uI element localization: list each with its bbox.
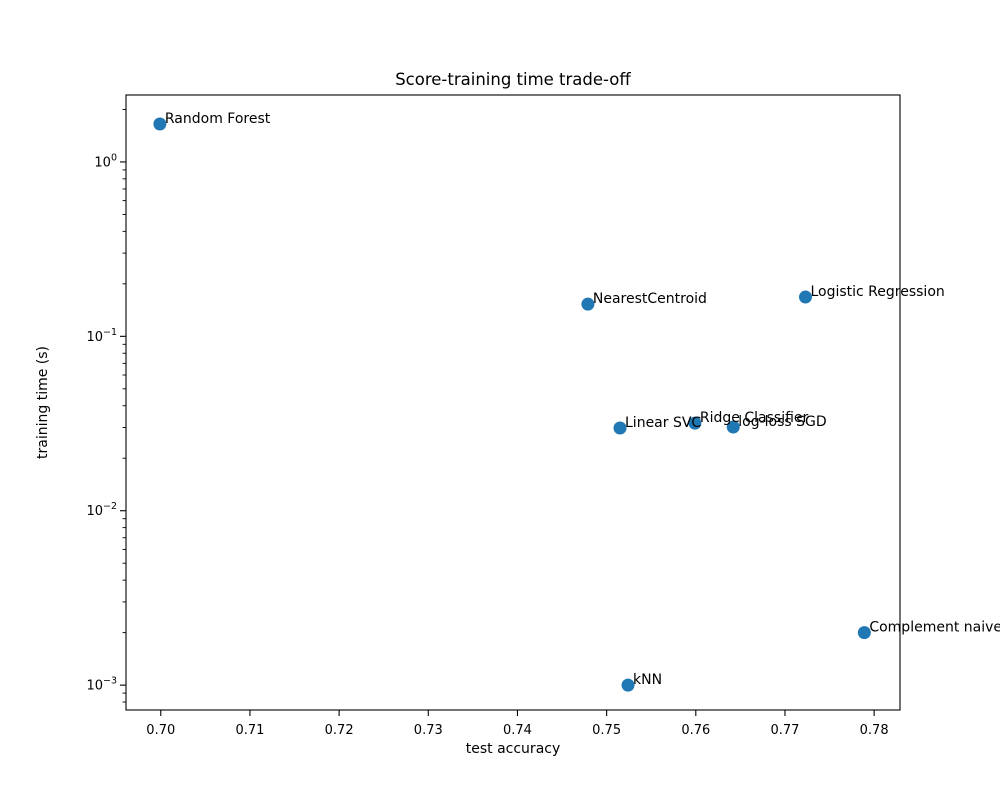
scatter-point: [688, 416, 702, 430]
plot-border: [125, 94, 901, 711]
scatter-point: [857, 626, 871, 640]
x-tick-label: 0.72: [325, 723, 354, 738]
x-tick-label: 0.74: [503, 723, 532, 738]
point-annotations: Random Forest NearestCentroid Logistic Reg…: [165, 111, 1000, 688]
scatter-point: [153, 117, 167, 131]
scatter-points: [153, 117, 871, 692]
x-tick-label: 0.71: [235, 723, 264, 738]
scatter-point: [621, 678, 635, 692]
x-tick-label: 0.75: [592, 723, 621, 738]
point-label: Linear SVC: [625, 415, 701, 431]
scatter-point: [613, 421, 627, 435]
x-axis-ticks: 0.70 0.71 0.72 0.73 0.74 0.75 0.76 0.77 0.78: [146, 710, 889, 738]
x-tick-label: 0.73: [414, 723, 443, 738]
point-label: Complement naive: [869, 620, 1000, 636]
y-axis-ticks: 100 10−1 10−2 10−3: [86, 152, 126, 694]
point-label: kNN: [633, 672, 662, 688]
y-tick-label: 100: [94, 152, 117, 170]
point-label: Logistic Regression: [810, 284, 944, 300]
point-label: Ridge Classifier: [700, 410, 809, 426]
y-tick-label: 10−1: [86, 327, 117, 345]
y-tick-label: 10−2: [86, 501, 117, 519]
x-tick-label: 0.76: [681, 723, 710, 738]
y-axis-label: training time (s): [35, 346, 51, 459]
scatter-point: [726, 420, 740, 434]
chart-title: Score-training time trade-off: [395, 70, 631, 89]
x-tick-label: 0.70: [146, 723, 175, 738]
y-axis-minor-ticks: [122, 108, 126, 703]
x-axis-label: test accuracy: [466, 741, 561, 757]
point-label: log-loss SGD: [738, 414, 826, 430]
point-label: NearestCentroid: [593, 291, 707, 307]
scatter-point: [581, 297, 595, 311]
x-tick-label: 0.78: [860, 723, 889, 738]
point-label: Random Forest: [165, 111, 271, 127]
y-tick-label: 10−3: [86, 676, 117, 694]
scatter-point: [798, 290, 812, 304]
x-tick-label: 0.77: [770, 723, 799, 738]
